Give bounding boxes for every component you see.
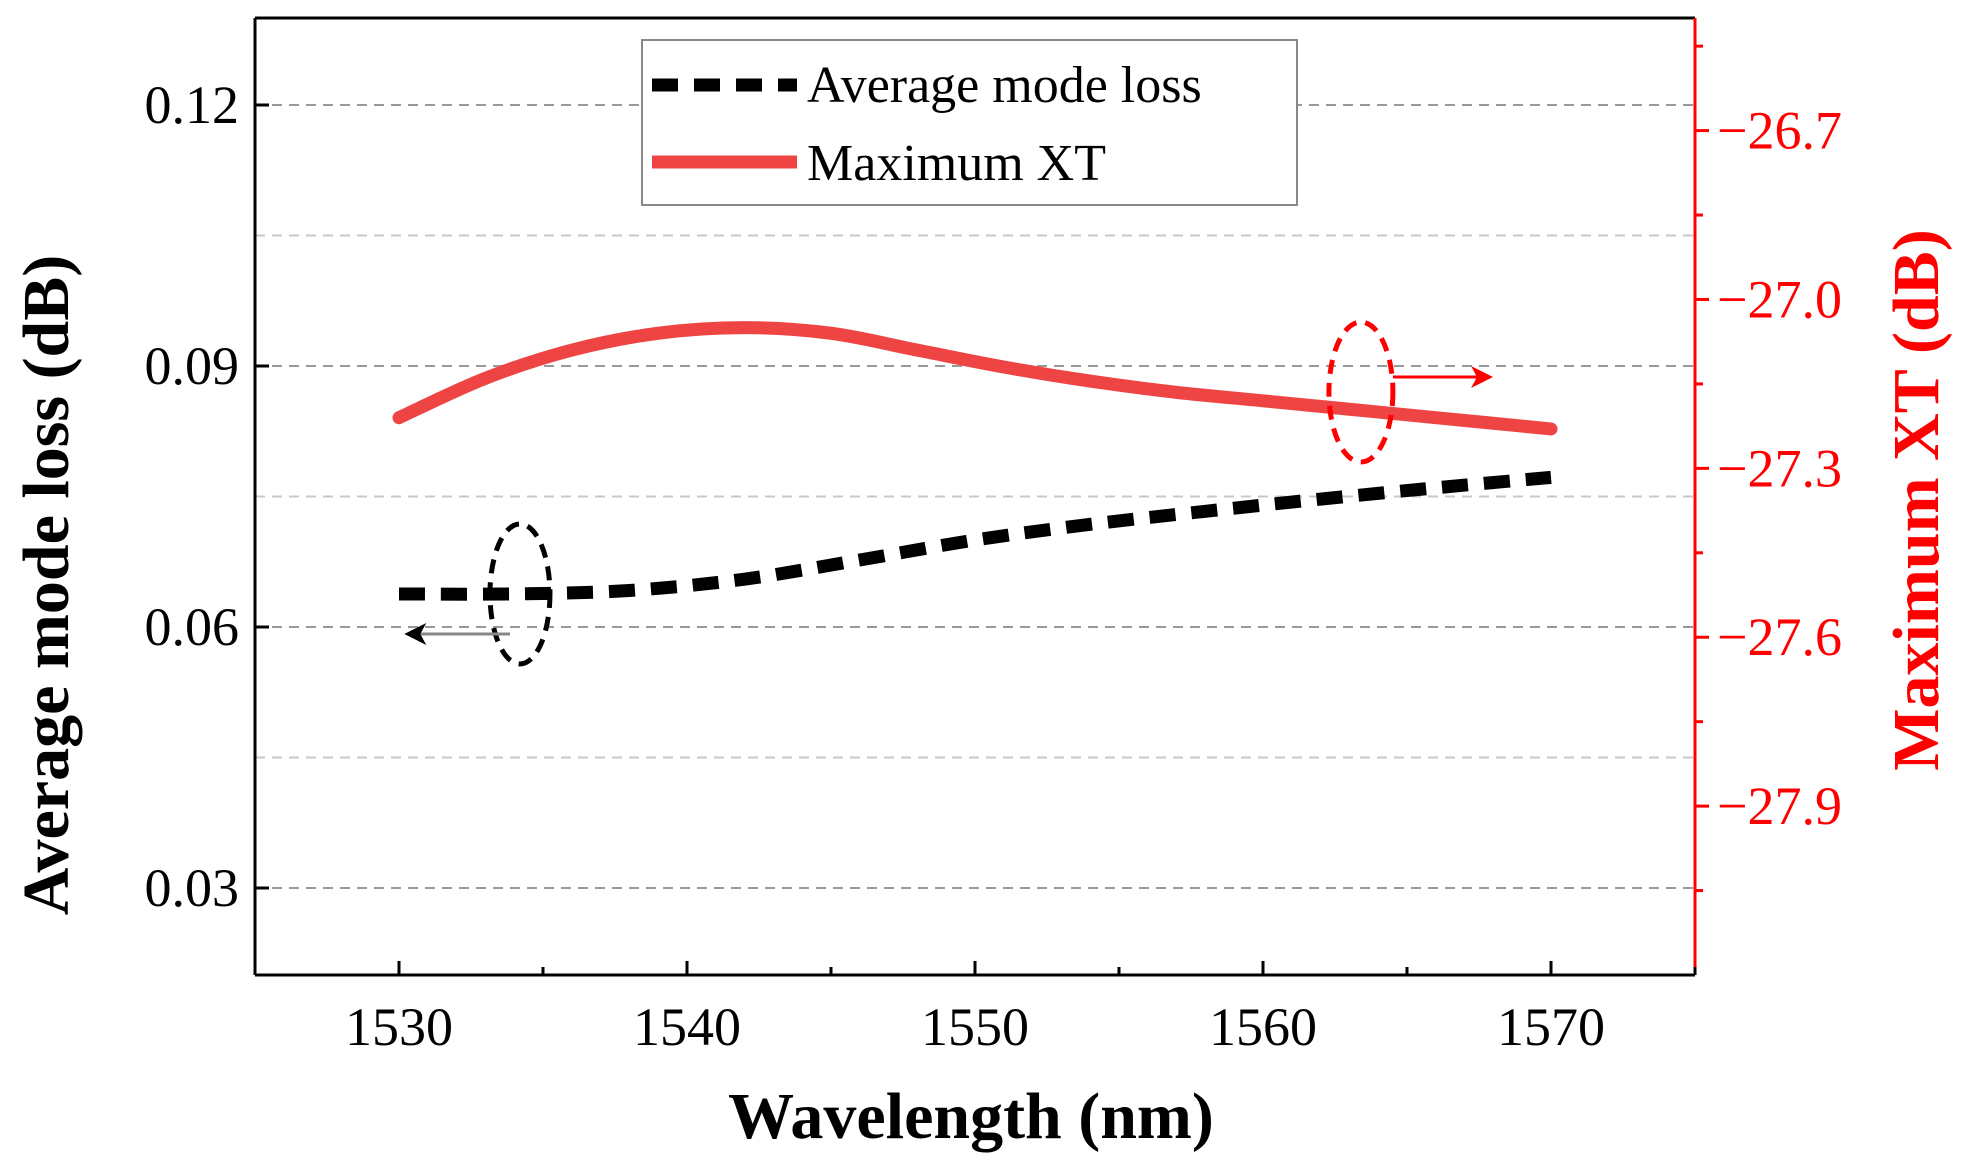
series-marker-ellipse-left [487, 521, 553, 667]
x-tick-label: 1530 [345, 997, 453, 1057]
annotation-layer [404, 319, 1493, 667]
axis-arrow-right-head [1471, 366, 1493, 389]
y-right-tick-label: −27.3 [1717, 438, 1842, 498]
y-right-tick-label: −27.0 [1717, 269, 1842, 329]
y-left-tick-label: 0.09 [145, 336, 240, 396]
x-tick-label: 1560 [1209, 997, 1317, 1057]
series-marker-ellipse-right [1326, 319, 1396, 465]
y-right-tick-label: −27.9 [1717, 776, 1842, 836]
axis-arrow-left-head [404, 622, 427, 645]
x-tick-label: 1540 [633, 997, 741, 1057]
x-tick-label: 1570 [1497, 997, 1605, 1057]
x-axis-title: Wavelength (nm) [728, 1080, 1214, 1153]
y-left-tick-label: 0.12 [145, 75, 240, 135]
series-layer [392, 321, 1558, 601]
y-left-tick-label: 0.06 [145, 597, 240, 657]
series-line-maximum-xt [392, 321, 1558, 436]
legend-box [641, 39, 1298, 206]
y-right-axis-title: Maximum XT (dB) [1880, 229, 1953, 770]
y-left-tick-label: 0.03 [145, 858, 240, 918]
x-tick-label: 1550 [921, 997, 1029, 1057]
legend-label-average-mode-loss: Average mode loss [807, 57, 1202, 114]
y-right-tick-label: −26.7 [1717, 101, 1842, 161]
y-right-tick-label: −27.6 [1717, 607, 1842, 667]
y-left-axis-title: Average mode loss (dB) [10, 255, 83, 916]
legend-label-maximum-xt: Maximum XT [807, 135, 1106, 192]
legend: Average mode loss Maximum XT [641, 39, 1298, 206]
axes-layer: 1530 1540 1550 1560 1570 0.03 0.06 0.09 0.12 −27.… [145, 16, 1842, 1057]
